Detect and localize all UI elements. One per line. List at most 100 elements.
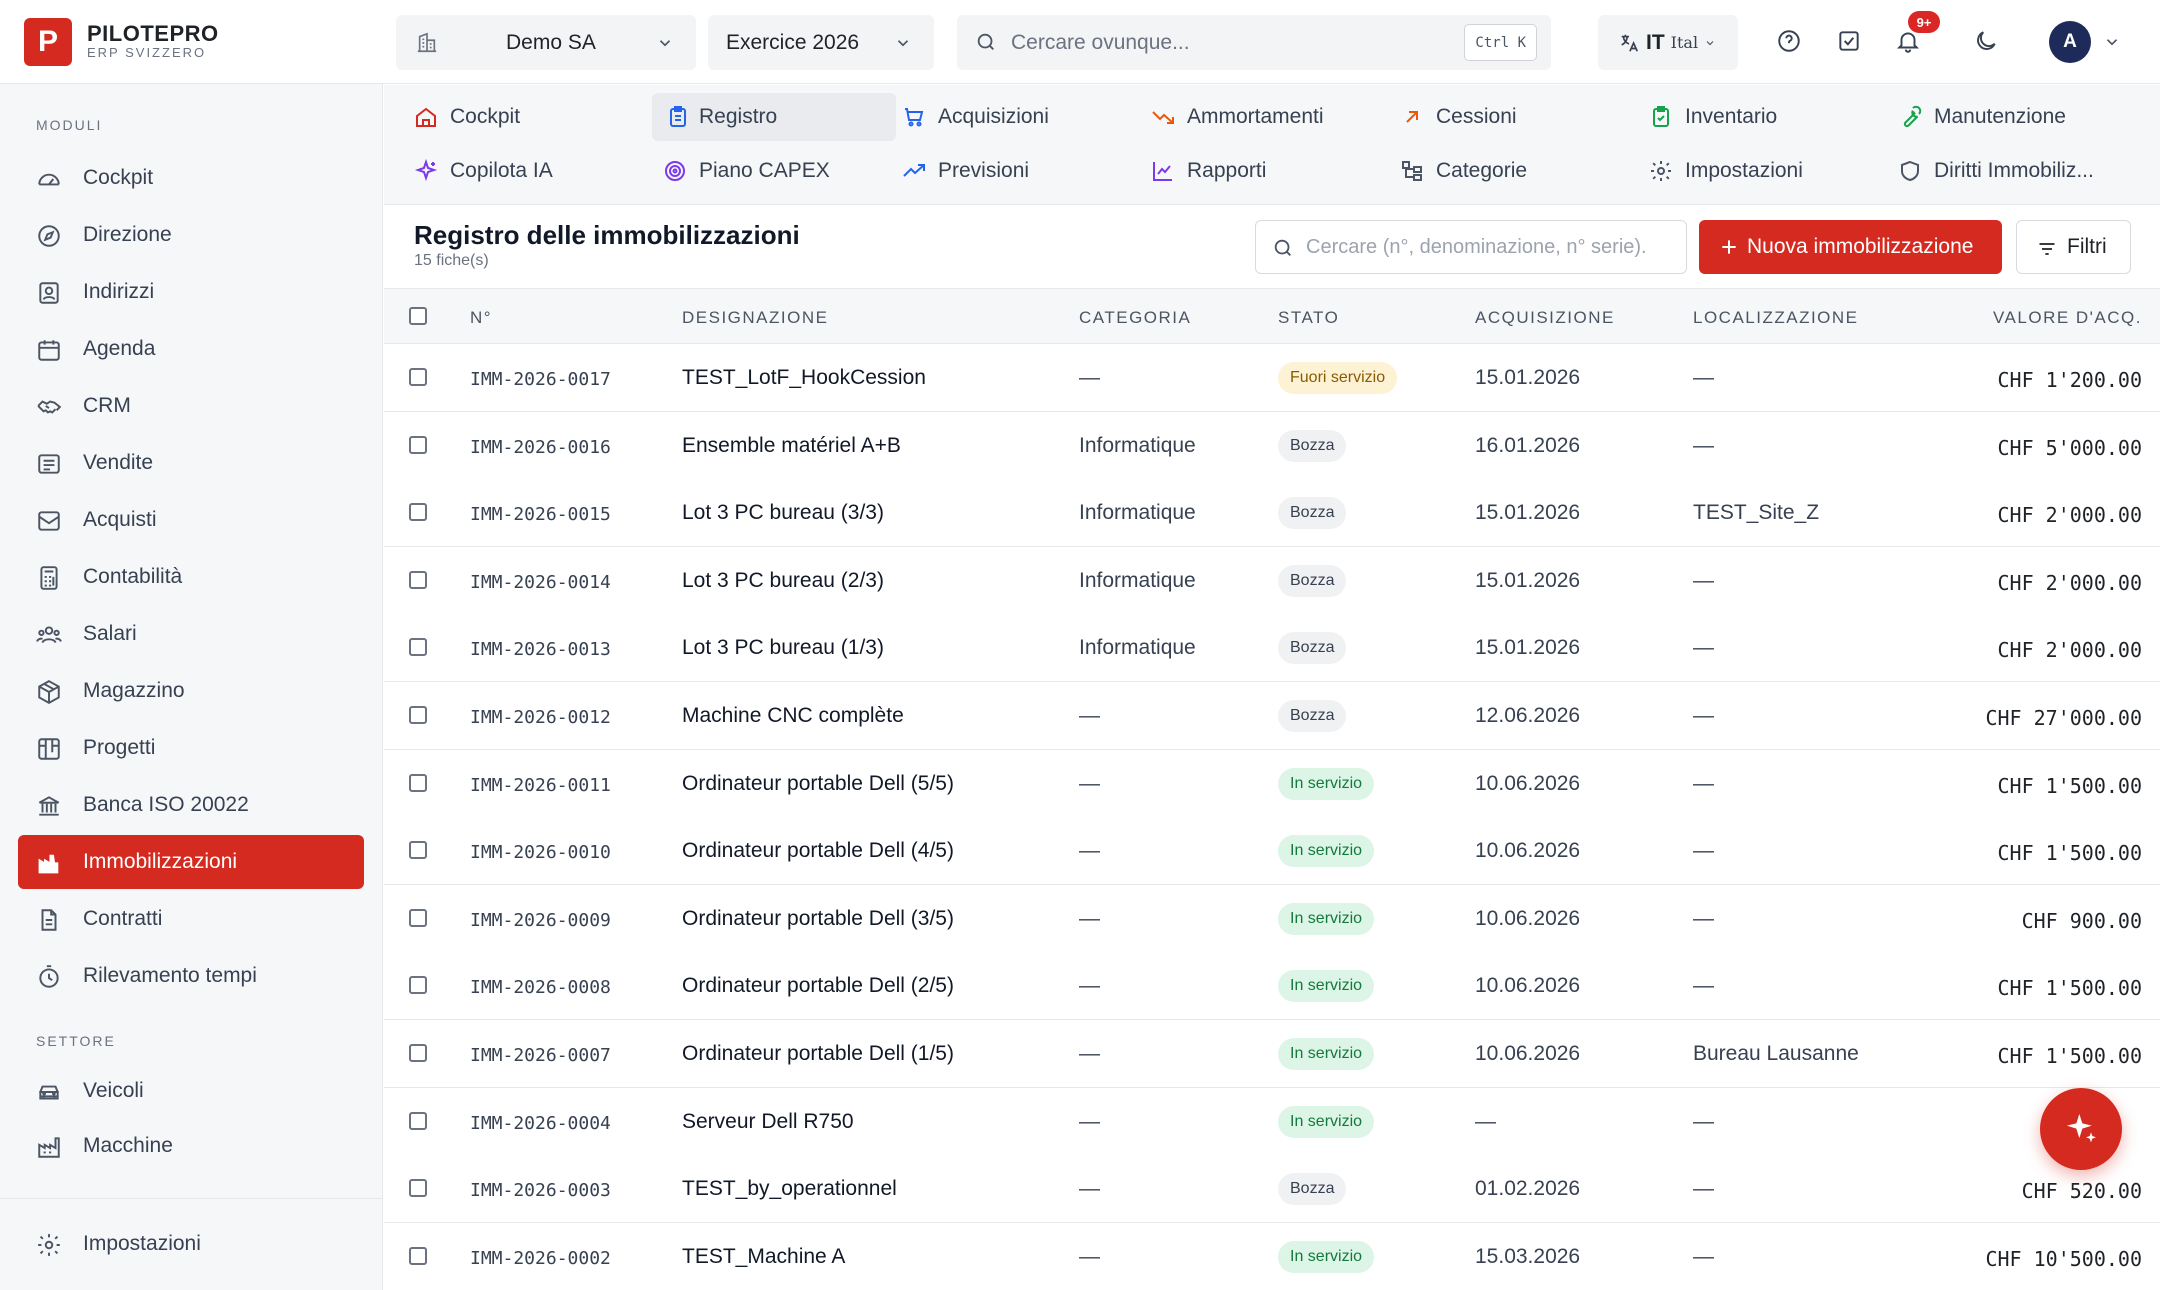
asset-designation[interactable]: Ensemble matériel A+B	[682, 433, 901, 457]
filters-button[interactable]: Filtri	[2016, 220, 2131, 274]
chevron-down-icon[interactable]	[2103, 33, 2121, 51]
row-checkbox[interactable]	[409, 773, 427, 792]
asset-designation[interactable]: Ordinateur portable Dell (2/5)	[682, 974, 954, 998]
sidebar-item-crm[interactable]: CRM	[18, 379, 364, 433]
tab-inventario[interactable]: Inventario	[1619, 93, 1859, 141]
asset-number[interactable]: IMM-2026-0013	[470, 639, 611, 661]
tab-rapporti[interactable]: Rapporti	[1121, 147, 1361, 195]
column-header-location[interactable]: LOCALIZZAZIONE	[1693, 308, 1859, 327]
sidebar-item-indirizzi[interactable]: Indirizzi	[18, 265, 364, 319]
asset-designation[interactable]: Lot 3 PC bureau (3/3)	[682, 501, 884, 525]
asset-designation[interactable]: Machine CNC complète	[682, 704, 904, 727]
sidebar-item-veicoli[interactable]: Veicoli	[18, 1064, 364, 1118]
asset-number[interactable]: IMM-2026-0017	[470, 369, 611, 390]
tab-manutenzione[interactable]: Manutenzione	[1868, 93, 2138, 141]
table-row[interactable]: IMM-2026-0010 Ordinateur portable Dell (4…	[384, 817, 2160, 886]
app-logo[interactable]: P	[24, 18, 72, 66]
tab-acquisizioni[interactable]: Acquisizioni	[872, 93, 1112, 141]
ai-assistant-button[interactable]	[2040, 1088, 2122, 1170]
row-checkbox[interactable]	[409, 435, 427, 454]
table-row[interactable]: IMM-2026-0017 TEST_LotF_HookCession — Fuori…	[384, 344, 2160, 412]
sidebar-item-contratti[interactable]: Contratti	[18, 892, 364, 946]
sidebar-item-agenda[interactable]: Agenda	[18, 322, 364, 376]
asset-number[interactable]: IMM-2026-0003	[470, 1180, 611, 1202]
row-checkbox[interactable]	[409, 1246, 427, 1265]
column-header-acquisition[interactable]: ACQUISIZIONE	[1475, 308, 1615, 327]
column-header-category[interactable]: CATEGORIA	[1079, 308, 1192, 327]
moon-icon[interactable]	[1973, 28, 1999, 54]
sidebar-item-magazzino[interactable]: Magazzino	[18, 664, 364, 718]
row-checkbox[interactable]	[409, 706, 427, 724]
table-row[interactable]: IMM-2026-0003 TEST_by_operationnel — Bozza 0…	[384, 1155, 2160, 1224]
table-row[interactable]: IMM-2026-0004 Serveur Dell R750 — In serviz…	[384, 1087, 2160, 1156]
row-checkbox[interactable]	[409, 1044, 427, 1062]
tab-previsioni[interactable]: Previsioni	[872, 147, 1112, 195]
sidebar-item-acquisti[interactable]: Acquisti	[18, 493, 364, 547]
sidebar-item-cockpit[interactable]: Cockpit	[18, 151, 364, 205]
column-header-number[interactable]: N°	[470, 308, 493, 327]
tab-diritti-immobilizzazioni[interactable]: Diritti Immobiliz...	[1868, 147, 2148, 195]
asset-number[interactable]: IMM-2026-0009	[470, 909, 611, 931]
table-row[interactable]: IMM-2026-0016 Ensemble matériel A+B Inform…	[384, 411, 2160, 480]
global-search-input[interactable]: Cercare ovunque... Ctrl K	[957, 15, 1551, 70]
tab-cockpit[interactable]: Cockpit	[384, 93, 624, 141]
table-row[interactable]: IMM-2026-0011 Ordinateur portable Dell (5…	[384, 749, 2160, 818]
sidebar-item-banca[interactable]: Banca ISO 20022	[18, 778, 364, 832]
row-checkbox[interactable]	[409, 503, 427, 522]
row-checkbox[interactable]	[409, 570, 427, 589]
fiscal-year-selector[interactable]: Exercice 2026	[708, 15, 934, 70]
company-selector[interactable]: Demo SA	[396, 15, 696, 70]
asset-designation[interactable]: Ordinateur portable Dell (5/5)	[682, 771, 954, 795]
column-header-status[interactable]: STATO	[1278, 308, 1340, 327]
table-row[interactable]: IMM-2026-0015 Lot 3 PC bureau (3/3) Inform…	[384, 479, 2160, 548]
sidebar-item-rilevamento-tempi[interactable]: Rilevamento tempi	[18, 949, 364, 1003]
asset-designation[interactable]: Lot 3 PC bureau (2/3)	[682, 568, 884, 592]
tab-registro[interactable]: Registro	[652, 93, 896, 141]
asset-number[interactable]: IMM-2026-0007	[470, 1045, 611, 1066]
asset-number[interactable]: IMM-2026-0002	[470, 1247, 611, 1269]
sidebar-item-vendite[interactable]: Vendite	[18, 436, 364, 490]
bell-icon[interactable]	[1895, 28, 1921, 54]
row-checkbox[interactable]	[409, 638, 427, 657]
asset-designation[interactable]: Ordinateur portable Dell (1/5)	[682, 1042, 954, 1065]
asset-number[interactable]: IMM-2026-0012	[470, 707, 611, 728]
tab-copilota-ia[interactable]: Copilota IA	[384, 147, 624, 195]
help-icon[interactable]	[1776, 28, 1802, 54]
sidebar-item-progetti[interactable]: Progetti	[18, 721, 364, 775]
tab-cessioni[interactable]: Cessioni	[1370, 93, 1610, 141]
language-selector[interactable]: IT Ital	[1598, 15, 1738, 70]
asset-number[interactable]: IMM-2026-0008	[470, 977, 611, 999]
row-checkbox[interactable]	[409, 908, 427, 927]
sidebar-item-direzione[interactable]: Direzione	[18, 208, 364, 262]
row-checkbox[interactable]	[409, 976, 427, 995]
asset-number[interactable]: IMM-2026-0004	[470, 1112, 611, 1134]
column-header-value[interactable]: VALORE D'ACQ.	[1992, 308, 2142, 327]
new-asset-button[interactable]: Nuova immobilizzazione	[1699, 220, 2002, 274]
asset-number[interactable]: IMM-2026-0011	[470, 774, 611, 796]
asset-designation[interactable]: Ordinateur portable Dell (4/5)	[682, 839, 954, 863]
table-row[interactable]: IMM-2026-0009 Ordinateur portable Dell (3…	[384, 884, 2160, 953]
asset-designation[interactable]: Lot 3 PC bureau (1/3)	[682, 636, 884, 660]
tab-categorie[interactable]: Categorie	[1370, 147, 1610, 195]
asset-number[interactable]: IMM-2026-0010	[470, 842, 611, 864]
select-all-checkbox[interactable]	[409, 307, 427, 325]
asset-designation[interactable]: TEST_LotF_HookCession	[682, 366, 926, 389]
row-checkbox[interactable]	[409, 1111, 427, 1130]
table-row[interactable]: IMM-2026-0013 Lot 3 PC bureau (1/3) Inform…	[384, 614, 2160, 683]
avatar[interactable]: A	[2049, 21, 2091, 63]
asset-designation[interactable]: TEST_by_operationnel	[682, 1177, 897, 1201]
column-header-designation[interactable]: DESIGNAZIONE	[682, 308, 829, 327]
row-checkbox[interactable]	[409, 1179, 427, 1198]
row-checkbox[interactable]	[409, 368, 427, 386]
sidebar-item-impostazioni[interactable]: Impostazioni	[18, 1217, 364, 1271]
sidebar-item-macchine[interactable]: Macchine	[18, 1119, 364, 1173]
asset-number[interactable]: IMM-2026-0016	[470, 436, 611, 458]
sidebar-item-contabilita[interactable]: Contabilità	[18, 550, 364, 604]
asset-designation[interactable]: Ordinateur portable Dell (3/5)	[682, 906, 954, 930]
tab-piano-capex[interactable]: Piano CAPEX	[633, 147, 873, 195]
tab-ammortamenti[interactable]: Ammortamenti	[1121, 93, 1361, 141]
asset-number[interactable]: IMM-2026-0014	[470, 571, 611, 593]
row-checkbox[interactable]	[409, 841, 427, 860]
tab-impostazioni[interactable]: Impostazioni	[1619, 147, 1859, 195]
sidebar-item-immobilizzazioni[interactable]: Immobilizzazioni	[18, 835, 364, 889]
